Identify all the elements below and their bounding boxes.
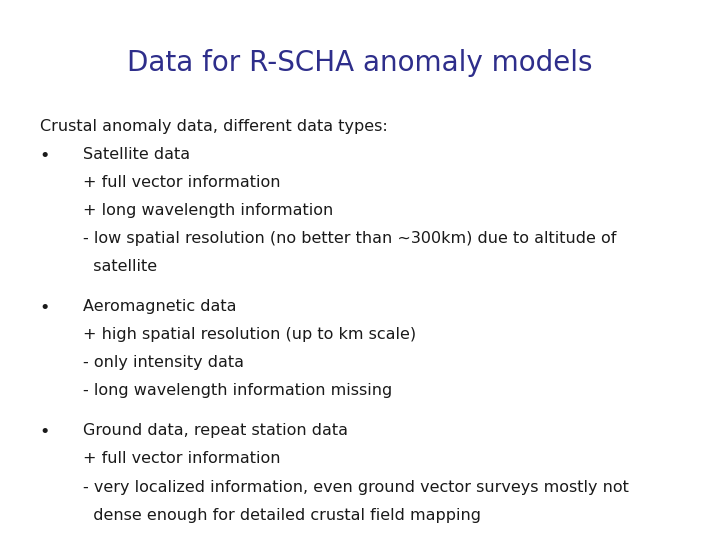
Text: - low spatial resolution (no better than ~300km) due to altitude of: - low spatial resolution (no better than… xyxy=(83,231,616,246)
Text: + full vector information: + full vector information xyxy=(83,451,280,467)
Text: satellite: satellite xyxy=(83,259,157,274)
Text: - long wavelength information missing: - long wavelength information missing xyxy=(83,383,392,399)
Text: + full vector information: + full vector information xyxy=(83,175,280,190)
Text: - only intensity data: - only intensity data xyxy=(83,355,244,370)
Text: •: • xyxy=(40,299,50,317)
Text: Satellite data: Satellite data xyxy=(83,147,190,162)
Text: Crustal anomaly data, different data types:: Crustal anomaly data, different data typ… xyxy=(40,119,387,134)
Text: - very localized information, even ground vector surveys mostly not: - very localized information, even groun… xyxy=(83,480,629,495)
Text: •: • xyxy=(40,147,50,165)
Text: + high spatial resolution (up to km scale): + high spatial resolution (up to km scal… xyxy=(83,327,416,342)
Text: dense enough for detailed crustal field mapping: dense enough for detailed crustal field … xyxy=(83,508,481,523)
Text: + long wavelength information: + long wavelength information xyxy=(83,203,333,218)
Text: •: • xyxy=(40,423,50,441)
Text: Data for R-SCHA anomaly models: Data for R-SCHA anomaly models xyxy=(127,49,593,77)
Text: Ground data, repeat station data: Ground data, repeat station data xyxy=(83,423,348,438)
Text: Aeromagnetic data: Aeromagnetic data xyxy=(83,299,236,314)
